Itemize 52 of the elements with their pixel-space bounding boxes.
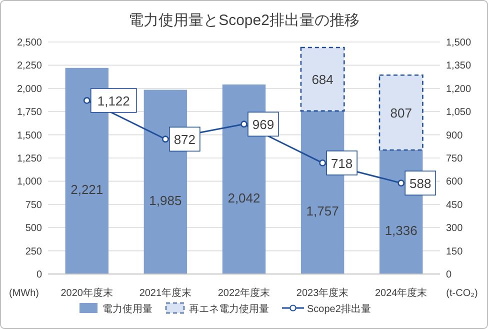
data-label: 872 [174,132,196,148]
y2-axis-title: (t-CO₂) [446,288,478,299]
point [83,97,90,104]
data-label: 969 [252,117,274,132]
y-tick-label: 750 [25,200,42,211]
y2-tick-label: 1,200 [446,84,472,95]
y-tick-label: 1,500 [16,130,42,142]
data-label: 1,757 [306,203,339,218]
x-tick-label: 2023年度末 [296,287,349,299]
data-label: 1,122 [97,93,130,108]
data-label: 718 [330,156,353,171]
legend-label: Scope2排出量 [307,303,371,315]
bar [378,74,424,151]
y2-tick-label: 0 [446,270,452,280]
y2-tick-label: 450 [446,200,464,211]
x-tick-label: 2021年度末 [139,287,192,299]
legend-label: 電力使用量 [102,303,152,315]
y2-tick-label: 300 [446,223,464,234]
y2-tick-label: 1,050 [446,107,472,118]
legend-label: 再エネ電力使用量 [189,303,269,315]
data-label: 2,042 [228,190,260,206]
data-label: 2,221 [70,182,104,197]
y-tick-label: 2,000 [16,84,42,95]
data-label: 1,985 [149,192,182,208]
x-tick-label: 2020年度末 [60,287,114,299]
data-label: 684 [312,72,334,88]
y-axis-title: (MWh) [9,288,39,299]
y-tick-label: 2,250 [16,60,42,72]
y-tick-label: 1,250 [16,154,42,164]
y2-tick-label: 150 [446,246,464,258]
y2-tick-label: 1,500 [446,38,472,48]
y-tick-label: 250 [25,246,42,258]
y-tick-label: 500 [25,223,42,234]
y2-tick-label: 900 [446,130,464,142]
data-label: 588 [410,176,432,192]
y-tick-label: 2,500 [16,38,42,48]
y2-tick-label: 1,350 [446,60,472,72]
point [240,120,248,128]
data-label: 807 [390,106,412,121]
y-tick-label: 0 [36,270,42,280]
y-tick-label: 1,000 [16,176,42,188]
y2-tick-label: 600 [446,176,464,188]
chart-title: 電力使用量とScope2排出量の推移 [128,12,360,29]
point [162,136,169,143]
y-tick-label: 1,750 [16,107,42,118]
x-tick-label: 2024年度末 [374,287,428,299]
point [319,160,326,166]
bar [300,46,345,112]
point [398,180,405,187]
y2-tick-label: 750 [446,154,464,164]
x-tick-label: 2022年度末 [218,287,270,299]
data-label: 1,336 [384,223,418,238]
